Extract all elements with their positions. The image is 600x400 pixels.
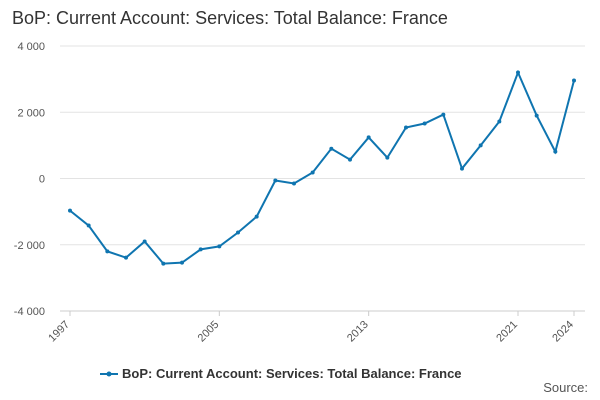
point [497, 119, 502, 124]
x-tick-label: 2013 [345, 319, 371, 345]
point [236, 230, 240, 235]
point [292, 181, 296, 186]
line [69, 69, 575, 265]
y-tick-label: -2 000 [14, 240, 45, 252]
point [273, 178, 278, 183]
point [68, 208, 72, 213]
point [180, 260, 184, 265]
point [348, 157, 352, 162]
legend-label: BoP: Current Account: Services: Total Ba… [122, 366, 462, 381]
point [385, 155, 390, 160]
point [516, 70, 520, 75]
point [86, 223, 91, 228]
point [217, 244, 222, 249]
chart-title: BoP: Current Account: Services: Total Ba… [12, 8, 448, 28]
point [198, 247, 203, 252]
point [366, 135, 371, 140]
point [478, 143, 483, 148]
legend-marker [106, 371, 112, 377]
source: Source: [543, 380, 588, 395]
point [310, 170, 315, 175]
x-tick-label: 2024 [550, 319, 576, 345]
point [441, 112, 446, 117]
point [124, 255, 128, 260]
point [553, 149, 558, 154]
x-tick-label: 2021 [494, 319, 520, 345]
point [105, 249, 110, 254]
x-tick-label: 1997 [46, 319, 72, 345]
point [534, 113, 539, 118]
y-tick-label: -4 000 [14, 306, 45, 318]
point [404, 125, 408, 130]
y-tick-label: 2 000 [17, 107, 45, 119]
y-tick-label: 4 000 [17, 41, 45, 53]
point [142, 239, 147, 244]
point [460, 166, 464, 171]
point [422, 121, 427, 126]
y-tick-label: 0 [39, 174, 45, 186]
point [329, 146, 334, 151]
point [161, 261, 166, 266]
point [572, 78, 576, 83]
point [254, 214, 259, 219]
x-tick-label: 2005 [196, 319, 222, 345]
